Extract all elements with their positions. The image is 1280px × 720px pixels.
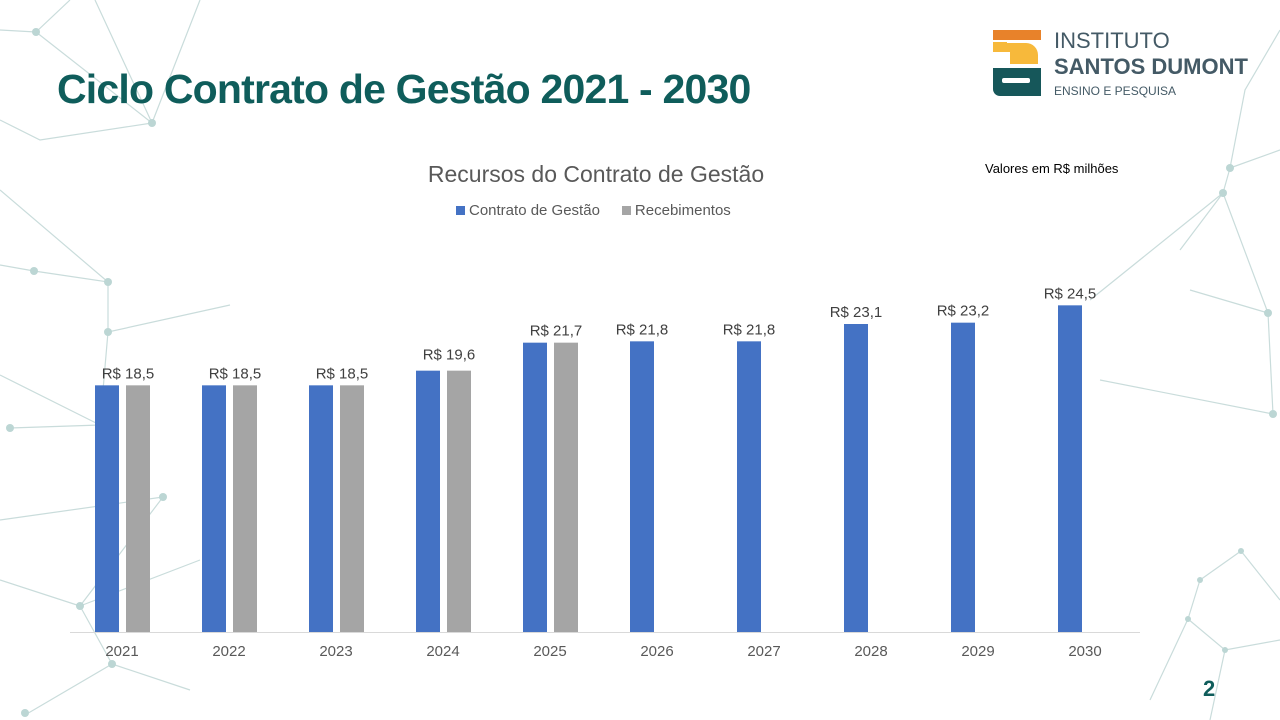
x-tick-label: 2023 xyxy=(319,643,352,660)
bar-recebimentos xyxy=(340,385,364,632)
bar-contrato xyxy=(523,342,547,632)
legend-swatch xyxy=(456,206,465,215)
chart-legend: Contrato de Gestão Recebimentos xyxy=(456,202,731,219)
legend-label: Recebimentos xyxy=(634,202,731,219)
logo-line-1: INSTITUTO xyxy=(1054,28,1170,53)
data-label: R$ 24,5 xyxy=(1044,285,1097,302)
legend-item-recebimentos: Recebimentos xyxy=(621,202,731,219)
x-tick-label: 2029 xyxy=(961,643,994,660)
data-label: R$ 18,5 xyxy=(316,365,369,382)
bar-recebimentos xyxy=(447,370,471,632)
data-label: R$ 23,1 xyxy=(830,304,883,321)
x-tick-label: 2025 xyxy=(533,643,566,660)
legend-swatch xyxy=(621,206,631,215)
bar-recebimentos xyxy=(554,342,578,632)
units-note: Valores em R$ milhões xyxy=(985,161,1119,176)
bar-recebimentos xyxy=(233,385,257,632)
legend-label: Contrato de Gestão xyxy=(469,202,600,219)
data-label: R$ 21,8 xyxy=(723,321,776,338)
x-tick-label: 2030 xyxy=(1068,643,1101,660)
bar-contrato xyxy=(202,385,226,632)
bar-contrato xyxy=(630,341,654,632)
data-label: R$ 18,5 xyxy=(102,365,155,382)
legend-item-contrato: Contrato de Gestão xyxy=(456,202,600,219)
data-label: R$ 18,5 xyxy=(209,365,262,382)
data-label: R$ 23,2 xyxy=(937,303,990,320)
instituto-santos-dumont-logo: INSTITUTO SANTOS DUMONT ENSINO E PESQUIS… xyxy=(990,28,1248,103)
data-label: R$ 21,7 xyxy=(530,323,583,340)
slide-title: Ciclo Contrato de Gestão 2021 - 2030 xyxy=(57,66,751,112)
bar-contrato xyxy=(737,341,761,632)
x-tick-label: 2024 xyxy=(426,643,459,660)
bar-contrato xyxy=(416,370,440,632)
logo-line-3: ENSINO E PESQUISA xyxy=(1054,84,1177,98)
data-label: R$ 21,8 xyxy=(616,321,669,338)
x-tick-label: 2026 xyxy=(640,643,673,660)
bar-contrato xyxy=(95,385,119,632)
bar-contrato xyxy=(951,322,975,632)
x-tick-label: 2022 xyxy=(212,643,245,660)
bar-recebimentos xyxy=(126,385,150,632)
logo-line-2: SANTOS DUMONT xyxy=(1054,54,1248,79)
bar-contrato xyxy=(844,324,868,632)
bar-contrato xyxy=(1058,305,1082,632)
logo-mark-icon xyxy=(993,30,1041,96)
page-number: 2 xyxy=(1203,676,1216,701)
chart-title: Recursos do Contrato de Gestão xyxy=(427,161,765,187)
data-label: R$ 19,6 xyxy=(423,347,476,364)
x-tick-label: 2027 xyxy=(747,643,780,660)
bar-contrato xyxy=(309,385,333,632)
x-tick-label: 2021 xyxy=(105,643,138,660)
x-tick-label: 2028 xyxy=(854,643,887,660)
